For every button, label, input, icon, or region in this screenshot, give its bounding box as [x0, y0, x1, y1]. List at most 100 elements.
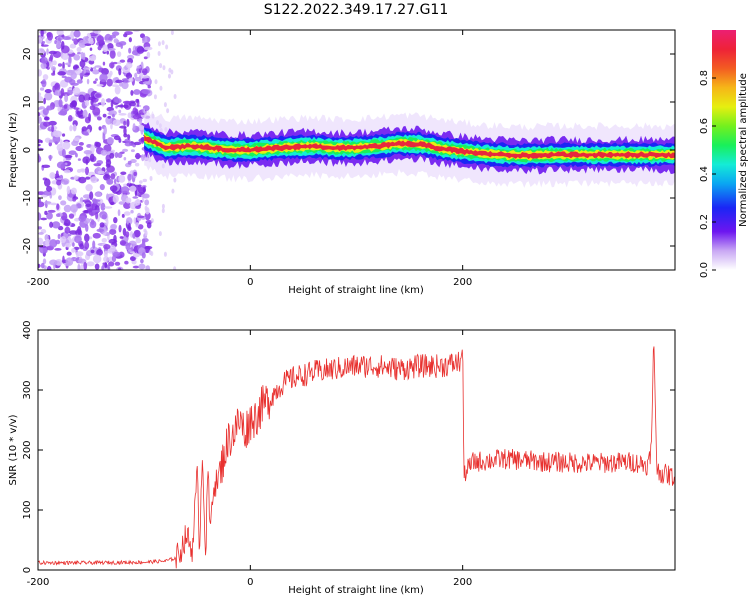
noise-blob — [42, 258, 47, 265]
noise-blob — [118, 201, 125, 205]
noise-blob — [50, 66, 56, 71]
noise-blob — [54, 89, 63, 96]
noise-blob — [60, 200, 67, 206]
noise-blob — [72, 198, 77, 202]
noise-blob — [163, 251, 167, 257]
noise-blob — [141, 89, 151, 95]
noise-blob — [100, 202, 106, 211]
noise-blob — [119, 240, 127, 246]
noise-blob — [78, 141, 84, 146]
noise-blob — [92, 232, 101, 239]
noise-blob — [132, 196, 139, 199]
noise-blob — [46, 265, 52, 270]
noise-blob — [123, 80, 131, 83]
noise-blob — [38, 116, 43, 124]
snr-y-tick-label: 200 — [22, 440, 33, 459]
noise-blob — [97, 170, 105, 175]
noise-blob — [49, 259, 58, 266]
snr-y-tick-label: 300 — [22, 380, 33, 399]
noise-blob — [57, 71, 66, 76]
noise-blob — [173, 94, 177, 100]
noise-blob — [118, 138, 122, 143]
noise-blob — [145, 265, 151, 270]
noise-blob — [107, 115, 112, 119]
noise-blob — [82, 199, 91, 203]
noise-blob — [54, 248, 62, 251]
noise-blob — [40, 217, 48, 221]
noise-blob — [84, 233, 90, 243]
x-tick-label: -200 — [27, 277, 50, 288]
noise-blob — [106, 178, 114, 185]
ridge-peak — [370, 144, 377, 149]
noise-blob — [127, 173, 132, 181]
noise-blob — [133, 141, 142, 146]
noise-blob — [74, 235, 82, 244]
noise-blob — [137, 224, 144, 230]
noise-blob — [128, 37, 132, 43]
noise-blob — [127, 249, 132, 253]
noise-blob — [62, 255, 65, 264]
noise-blob — [138, 180, 143, 184]
noise-blob — [135, 199, 141, 206]
noise-blob — [99, 222, 105, 228]
spectrogram-ticks: -200 0 200 -20 -10 0 10 20 — [22, 30, 675, 288]
noise-blob — [78, 215, 87, 222]
noise-blob — [38, 47, 45, 56]
noise-blob — [124, 141, 132, 147]
noise-blob — [58, 98, 63, 108]
noise-blob — [97, 45, 102, 51]
noise-blob — [52, 85, 56, 93]
noise-blob — [117, 209, 121, 217]
colorbar-tick-label: 0.0 — [699, 262, 710, 278]
noise-blob — [46, 212, 53, 220]
noise-blob — [89, 153, 95, 162]
x-tick-label: 200 — [453, 277, 472, 288]
noise-blob — [115, 79, 123, 84]
noise-blob — [42, 121, 51, 127]
noise-blob — [114, 85, 121, 95]
noise-blob — [111, 31, 120, 36]
noise-blob — [83, 150, 93, 155]
y-axis-title: Frequency (Hz) — [8, 112, 19, 188]
noise-blob — [62, 61, 65, 70]
noise-blob — [64, 218, 71, 227]
ridge-peak — [604, 153, 614, 157]
noise-blob — [88, 112, 91, 122]
ridge-peak — [342, 146, 354, 150]
noise-blob — [102, 61, 106, 66]
noise-blob — [70, 204, 78, 213]
ridge-peak — [534, 153, 545, 157]
noise-blob — [71, 38, 77, 42]
noise-blob — [76, 79, 83, 84]
noise-blob — [72, 124, 77, 132]
noise-blob — [92, 240, 96, 249]
noise-blob — [143, 46, 153, 51]
noise-blob — [134, 155, 144, 158]
noise-blob — [61, 133, 66, 137]
noise-blob — [56, 161, 66, 169]
noise-blob — [125, 231, 130, 238]
noise-blob — [87, 37, 94, 42]
ridge-peak — [361, 145, 373, 149]
noise-blob — [38, 37, 43, 44]
noise-blob — [46, 32, 54, 41]
noise-blob — [113, 178, 117, 185]
noise-blob — [78, 94, 85, 103]
noise-blob — [85, 176, 91, 180]
noise-blob — [50, 202, 58, 206]
noise-blob — [95, 93, 102, 98]
noise-blob — [121, 81, 129, 90]
noise-blob — [135, 205, 141, 210]
noise-blob — [104, 33, 112, 43]
noise-blob — [68, 150, 77, 156]
noise-blob — [170, 69, 174, 75]
ridge-peak — [229, 148, 237, 152]
noise-blob — [98, 67, 104, 73]
noise-blob — [84, 99, 90, 107]
noise-blob — [132, 107, 138, 115]
noise-blob — [134, 230, 140, 238]
noise-blob — [64, 62, 72, 66]
noise-blob — [83, 93, 91, 102]
noise-blob — [157, 41, 161, 47]
noise-blob — [61, 178, 70, 185]
